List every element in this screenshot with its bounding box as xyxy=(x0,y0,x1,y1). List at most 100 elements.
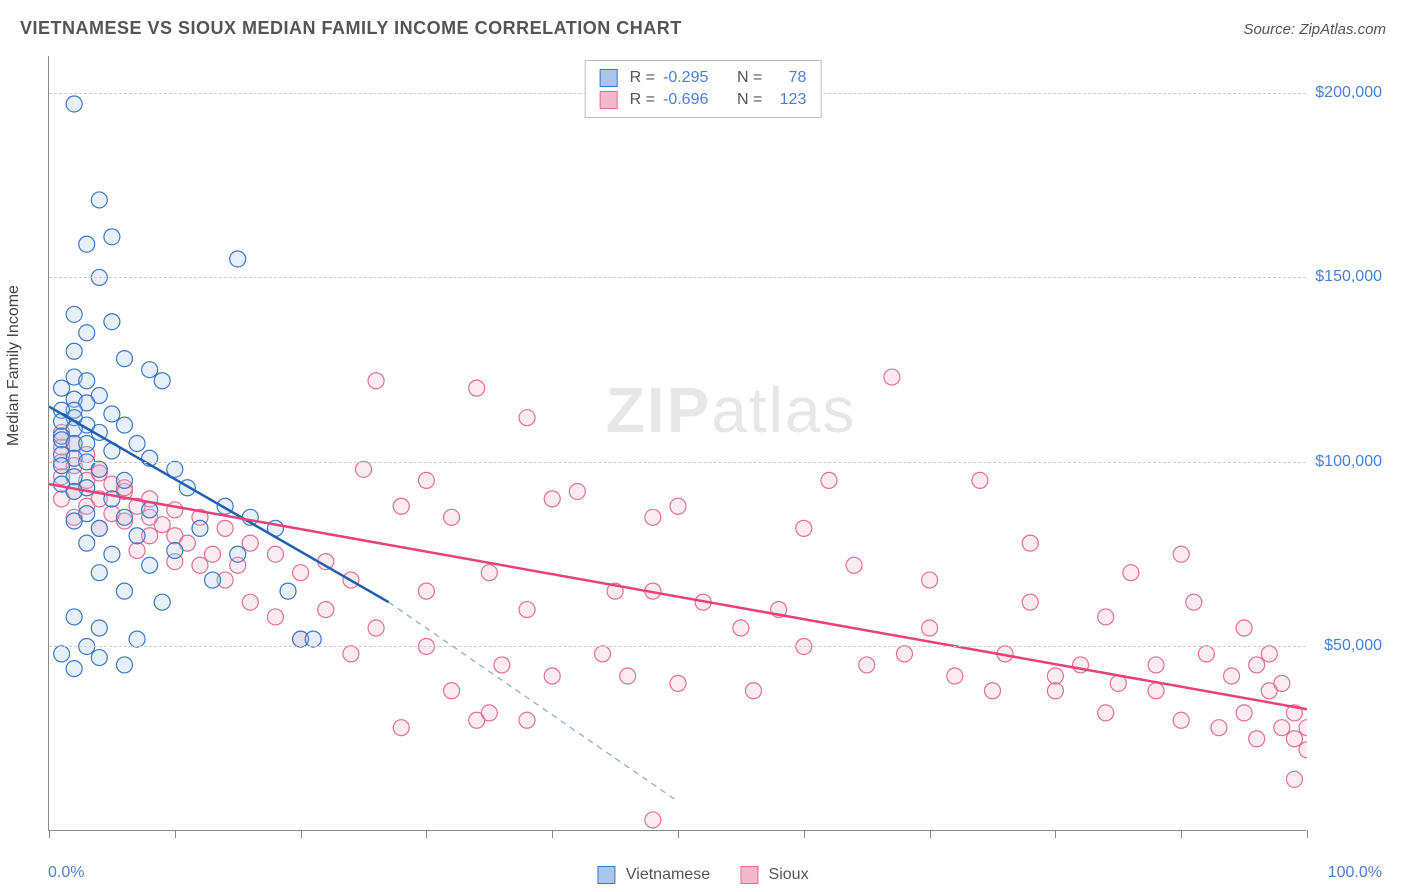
x-axis-min-label: 0.0% xyxy=(48,864,84,882)
data-point xyxy=(142,557,158,573)
data-point xyxy=(66,483,82,499)
data-point xyxy=(444,509,460,525)
data-point xyxy=(859,657,875,673)
x-tick xyxy=(1307,830,1308,838)
data-point xyxy=(1198,646,1214,662)
data-point xyxy=(104,314,120,330)
gridline xyxy=(49,646,1306,647)
data-point xyxy=(79,236,95,252)
data-point xyxy=(1047,668,1063,684)
legend-stats: R = -0.295 N = 78 R = -0.696 N = 123 xyxy=(585,60,822,118)
data-point xyxy=(745,683,761,699)
data-point xyxy=(167,528,183,544)
data-point xyxy=(1224,668,1240,684)
scatter-svg xyxy=(49,56,1307,831)
data-point xyxy=(79,436,95,452)
swatch-vietnamese-icon xyxy=(597,866,615,884)
data-point xyxy=(846,557,862,573)
data-point xyxy=(104,406,120,422)
data-point xyxy=(1211,720,1227,736)
data-point xyxy=(645,812,661,828)
data-point xyxy=(91,520,107,536)
data-point xyxy=(595,646,611,662)
data-point xyxy=(1098,705,1114,721)
r-label: R = xyxy=(630,67,655,89)
data-point xyxy=(645,509,661,525)
data-point xyxy=(242,594,258,610)
data-point xyxy=(104,229,120,245)
source-attribution: Source: ZipAtlas.com xyxy=(1243,21,1386,38)
data-point xyxy=(267,609,283,625)
data-point xyxy=(91,620,107,636)
data-point xyxy=(79,535,95,551)
legend-stats-row-vietnamese: R = -0.295 N = 78 xyxy=(600,67,807,89)
gridline xyxy=(49,462,1306,463)
data-point xyxy=(356,461,372,477)
data-point xyxy=(267,546,283,562)
data-point xyxy=(192,520,208,536)
y-tick-label: $150,000 xyxy=(1315,268,1382,286)
data-point xyxy=(1186,594,1202,610)
regression-extrapolation xyxy=(389,602,678,801)
data-point xyxy=(544,491,560,507)
data-point xyxy=(1249,731,1265,747)
data-point xyxy=(469,380,485,396)
data-point xyxy=(922,620,938,636)
data-point xyxy=(154,373,170,389)
r-value-vietnamese: -0.295 xyxy=(663,67,725,89)
legend-label-sioux: Sioux xyxy=(769,866,809,883)
data-point xyxy=(1173,712,1189,728)
data-point xyxy=(922,572,938,588)
data-point xyxy=(1022,535,1038,551)
data-point xyxy=(444,683,460,699)
x-tick xyxy=(1055,830,1056,838)
data-point xyxy=(368,620,384,636)
data-point xyxy=(91,565,107,581)
data-point xyxy=(142,362,158,378)
data-point xyxy=(293,565,309,581)
legend-stats-row-sioux: R = -0.696 N = 123 xyxy=(600,89,807,111)
data-point xyxy=(318,602,334,618)
data-point xyxy=(1274,675,1290,691)
data-point xyxy=(217,520,233,536)
gridline xyxy=(49,277,1306,278)
data-point xyxy=(66,513,82,529)
y-tick-label: $50,000 xyxy=(1324,637,1382,655)
data-point xyxy=(494,657,510,673)
data-point xyxy=(1047,683,1063,699)
data-point xyxy=(896,646,912,662)
data-point xyxy=(205,546,221,562)
data-point xyxy=(519,602,535,618)
x-axis-max-label: 100.0% xyxy=(1328,864,1382,882)
data-point xyxy=(368,373,384,389)
data-point xyxy=(66,609,82,625)
data-point xyxy=(167,543,183,559)
data-point xyxy=(947,668,963,684)
data-point xyxy=(91,192,107,208)
x-tick xyxy=(552,830,553,838)
data-point xyxy=(343,646,359,662)
data-point xyxy=(972,472,988,488)
data-point xyxy=(1236,705,1252,721)
data-point xyxy=(129,436,145,452)
data-point xyxy=(418,472,434,488)
data-point xyxy=(129,631,145,647)
data-point xyxy=(167,502,183,518)
data-point xyxy=(66,96,82,112)
data-point xyxy=(129,528,145,544)
data-point xyxy=(66,343,82,359)
data-point xyxy=(418,583,434,599)
data-point xyxy=(66,661,82,677)
data-point xyxy=(91,461,107,477)
data-point xyxy=(620,668,636,684)
chart-title: VIETNAMESE VS SIOUX MEDIAN FAMILY INCOME… xyxy=(20,18,682,39)
swatch-vietnamese-icon xyxy=(600,69,618,87)
data-point xyxy=(670,675,686,691)
legend-item-vietnamese: Vietnamese xyxy=(597,866,710,884)
x-tick xyxy=(678,830,679,838)
data-point xyxy=(1098,609,1114,625)
data-point xyxy=(54,646,70,662)
legend-series: Vietnamese Sioux xyxy=(597,866,808,884)
n-value-sioux: 123 xyxy=(770,89,806,111)
data-point xyxy=(1286,731,1302,747)
